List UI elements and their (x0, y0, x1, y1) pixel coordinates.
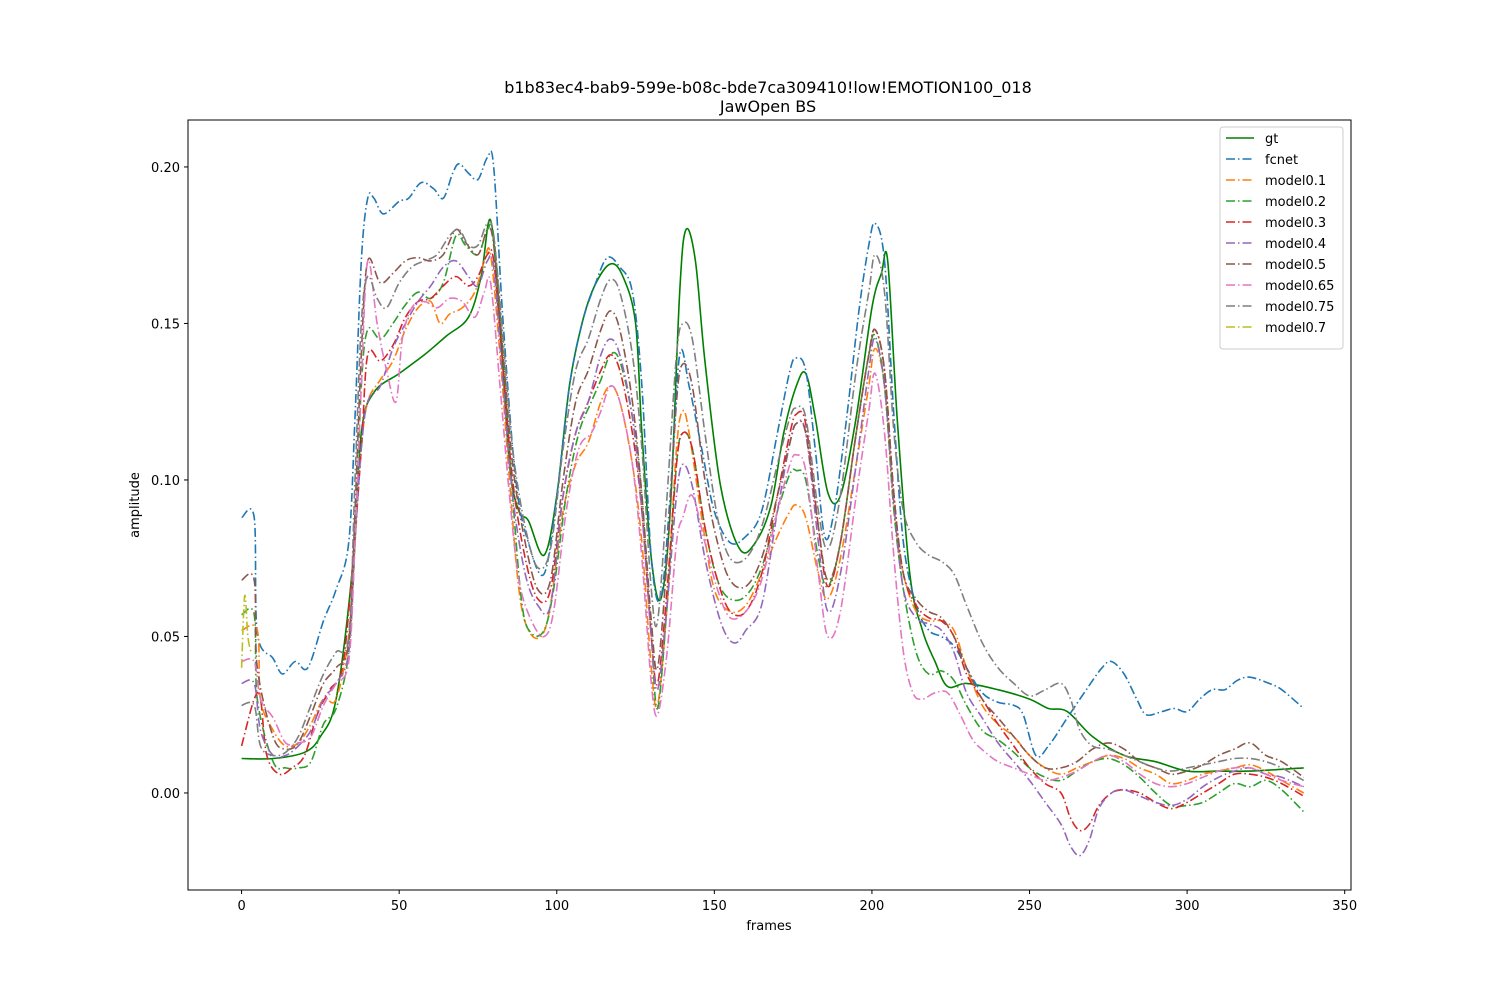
legend-box (1219, 126, 1344, 350)
legend-label: model0.75 (1265, 300, 1334, 315)
series-line-gt (241, 218, 1304, 773)
series-line-model0-3 (240, 248, 1305, 832)
x-axis: 0 50 100 150 200 250 300 350 (237, 890, 1357, 914)
legend: gt fcnet model0.1 model0.2 model0.3 model0.4 m… (1219, 126, 1344, 350)
x-tick-label: 250 (1017, 899, 1042, 914)
y-axis: 0.00 0.05 0.10 0.15 0.20 (151, 161, 188, 802)
legend-label: model0.4 (1265, 237, 1326, 252)
legend-label: model0.7 (1265, 321, 1326, 336)
chart-subtitle: JawOpen BS (719, 97, 816, 116)
series-layer (240, 150, 1305, 857)
series-line-model0-2 (241, 222, 1305, 813)
legend-label: model0.3 (1265, 216, 1326, 231)
plot-frame (187, 119, 1352, 891)
y-axis-label: amplitude (128, 472, 143, 538)
x-tick-label: 300 (1175, 899, 1200, 914)
series-line-model0-75 (241, 220, 1305, 782)
y-tick-label: 0.05 (151, 630, 180, 645)
x-tick-label: 350 (1332, 899, 1357, 914)
legend-label: gt (1265, 132, 1278, 147)
x-tick-label: 200 (860, 899, 885, 914)
legend-label: model0.65 (1265, 279, 1334, 294)
x-tick-label: 150 (702, 899, 727, 914)
y-tick-label: 0.00 (151, 787, 180, 802)
series-line-model0-65 (241, 258, 1304, 788)
x-tick-label: 100 (544, 899, 569, 914)
y-tick-label: 0.15 (151, 317, 180, 332)
legend-label: fcnet (1265, 153, 1298, 168)
y-tick-label: 0.20 (151, 161, 180, 176)
series-line-model0-1 (241, 247, 1305, 794)
series-line-fcnet (240, 150, 1305, 758)
legend-label: model0.2 (1265, 195, 1326, 210)
x-tick-label: 0 (237, 899, 245, 914)
series-line-model0-7 (240, 594, 252, 668)
chart-title: b1b83ec4-bab9-599e-b08c-bde7ca309410!low… (504, 78, 1032, 98)
series-line-model0-5 (241, 227, 1305, 778)
x-tick-label: 50 (391, 899, 408, 914)
y-tick-label: 0.10 (151, 474, 180, 489)
x-axis-label: frames (746, 919, 792, 934)
legend-label: model0.5 (1265, 258, 1326, 273)
legend-label: model0.1 (1265, 174, 1326, 189)
